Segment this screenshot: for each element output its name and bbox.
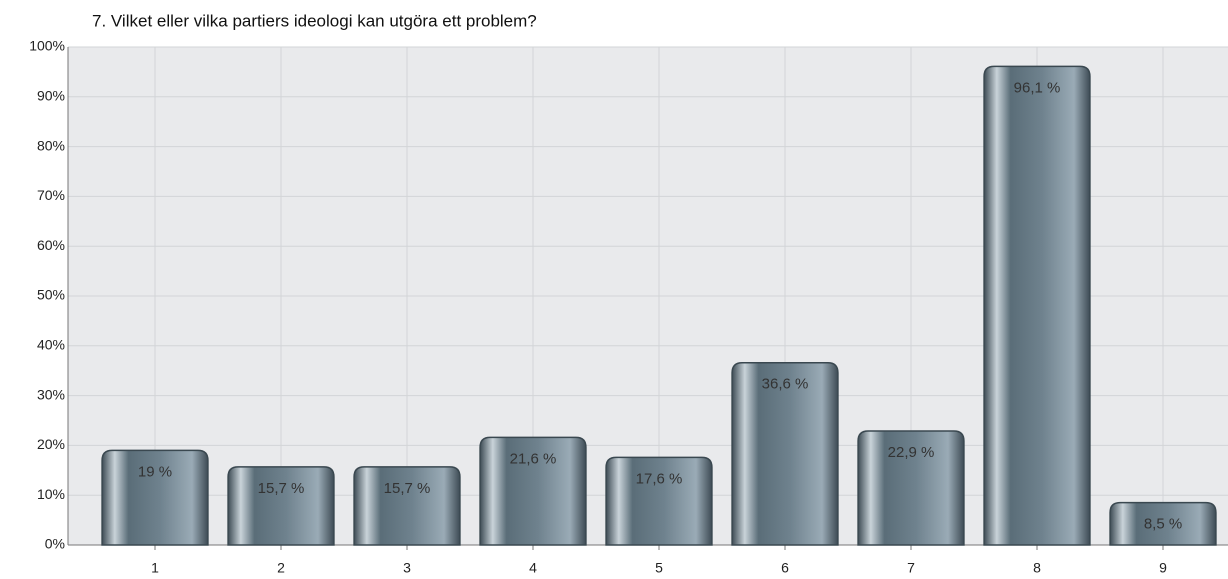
x-tick-label: 5 <box>655 560 663 576</box>
value-label: 8,5 % <box>1144 516 1182 533</box>
x-tick-label: 8 <box>1033 560 1041 576</box>
value-label: 15,7 % <box>384 480 431 497</box>
bar <box>731 361 839 546</box>
value-label: 15,7 % <box>258 480 305 497</box>
value-label: 17,6 % <box>636 470 683 487</box>
x-tick-label: 9 <box>1159 560 1167 576</box>
y-tick-label: 70% <box>37 187 65 203</box>
y-tick-label: 10% <box>37 486 65 502</box>
x-tick-label: 3 <box>403 560 411 576</box>
value-label: 22,9 % <box>888 444 935 461</box>
value-label: 36,6 % <box>762 376 809 393</box>
y-tick-label: 100% <box>29 38 65 54</box>
chart-title: 7. Vilket eller vilka partiers ideologi … <box>92 11 537 30</box>
bar <box>479 436 587 546</box>
y-tick-label: 20% <box>37 436 65 452</box>
y-tick-label: 40% <box>37 337 65 353</box>
x-tick-label: 4 <box>529 560 537 576</box>
y-tick-label: 50% <box>37 287 65 303</box>
bar <box>353 466 461 546</box>
x-tick-label: 2 <box>277 560 285 576</box>
bar <box>101 449 209 546</box>
bar <box>605 456 713 546</box>
bar <box>1109 501 1217 546</box>
x-tick-label: 1 <box>151 560 159 576</box>
y-tick-label: 0% <box>45 536 65 552</box>
y-tick-label: 80% <box>37 137 65 153</box>
y-tick-label: 90% <box>37 88 65 104</box>
x-tick-label: 7 <box>907 560 915 576</box>
y-tick-label: 30% <box>37 386 65 402</box>
x-tick-label: 6 <box>781 560 789 576</box>
bar <box>857 430 965 546</box>
value-label: 21,6 % <box>510 450 557 467</box>
bar <box>227 466 335 546</box>
y-tick-label: 60% <box>37 237 65 253</box>
value-label: 19 % <box>138 463 172 480</box>
value-label: 96,1 % <box>1014 79 1061 96</box>
bar <box>983 65 1091 546</box>
